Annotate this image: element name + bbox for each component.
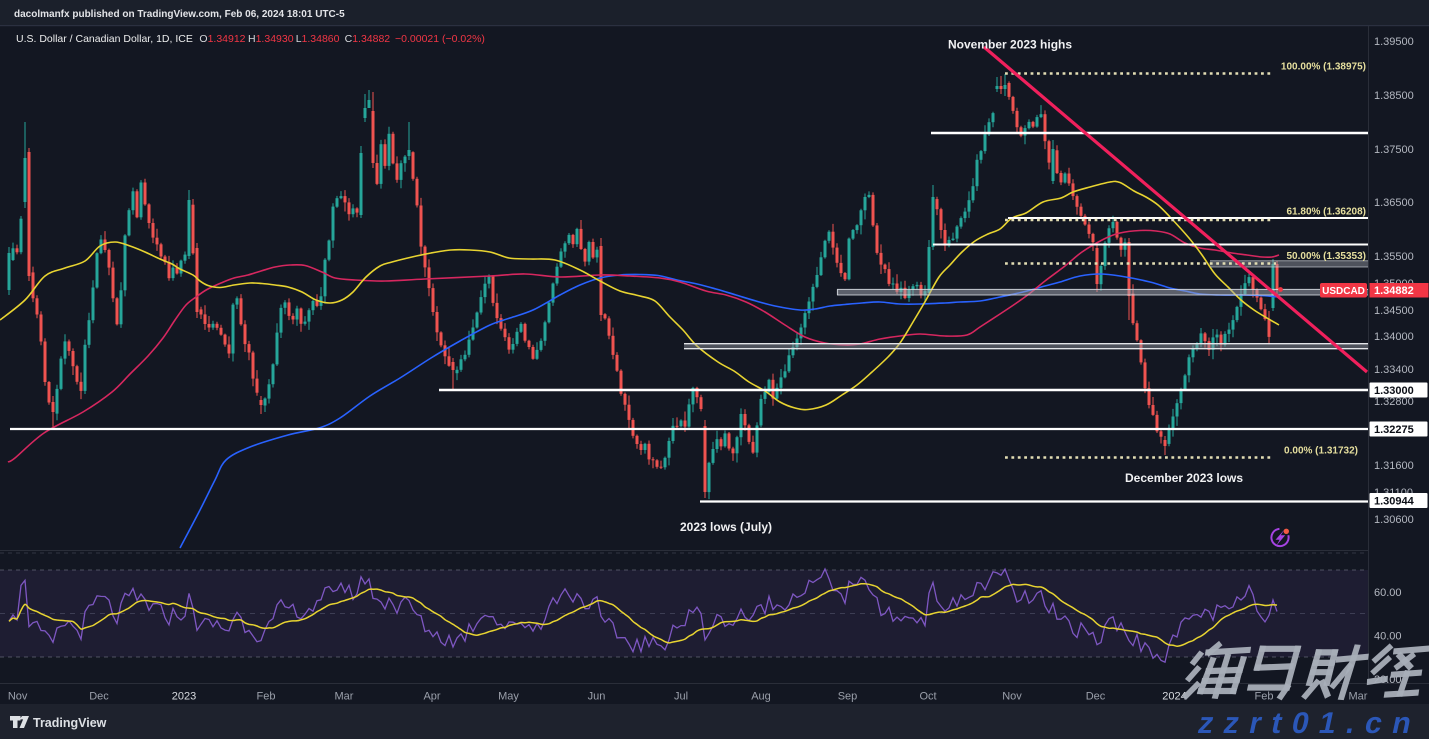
svg-text:1.34000: 1.34000	[1374, 331, 1414, 343]
svg-text:dacolmanfx published on Tradin: dacolmanfx published on TradingView.com,…	[14, 9, 345, 20]
svg-text:1.33400: 1.33400	[1374, 364, 1414, 376]
svg-text:1.34882: 1.34882	[1374, 285, 1414, 297]
svg-text:1.32275: 1.32275	[1374, 424, 1414, 436]
svg-text:1.34500: 1.34500	[1374, 305, 1414, 317]
svg-text:November 2023 highs: November 2023 highs	[948, 38, 1072, 52]
svg-text:Sep: Sep	[838, 691, 858, 703]
svg-text:Mar: Mar	[335, 691, 354, 703]
svg-text:1.35500: 1.35500	[1374, 251, 1414, 263]
svg-text:1.30944: 1.30944	[1374, 496, 1415, 508]
svg-text:60.00: 60.00	[1374, 587, 1402, 599]
svg-text:1.38500: 1.38500	[1374, 90, 1414, 102]
svg-text:Oct: Oct	[919, 691, 936, 703]
svg-text:1.36500: 1.36500	[1374, 197, 1414, 209]
svg-text:−0.00021 (−0.02%): −0.00021 (−0.02%)	[395, 33, 485, 45]
svg-text:50.00% (1.35353): 50.00% (1.35353)	[1286, 251, 1366, 262]
svg-text:USDCAD: USDCAD	[1322, 286, 1365, 297]
svg-text:Feb: Feb	[257, 691, 276, 703]
svg-text:1.31600: 1.31600	[1374, 460, 1414, 472]
svg-text:May: May	[498, 691, 519, 703]
svg-text:December 2023 lows: December 2023 lows	[1125, 471, 1243, 485]
svg-text:Aug: Aug	[751, 691, 771, 703]
svg-text:L1.34860: L1.34860	[296, 33, 340, 45]
svg-text:0.00% (1.31732): 0.00% (1.31732)	[1284, 446, 1358, 457]
svg-text:2024: 2024	[1162, 691, 1186, 703]
svg-text:U.S. Dollar / Canadian Dollar,: U.S. Dollar / Canadian Dollar, 1D, ICE	[16, 33, 193, 45]
svg-text:1.32800: 1.32800	[1374, 396, 1414, 408]
svg-text:2023 lows (July): 2023 lows (July)	[680, 520, 772, 534]
svg-text:1.37500: 1.37500	[1374, 144, 1414, 156]
svg-text:TradingView: TradingView	[33, 716, 107, 730]
svg-text:40.00: 40.00	[1374, 631, 1402, 643]
svg-text:61.80% (1.36208): 61.80% (1.36208)	[1286, 207, 1366, 218]
svg-text:C1.34882: C1.34882	[345, 33, 391, 45]
svg-text:1.33000: 1.33000	[1374, 385, 1414, 397]
svg-text:Nov: Nov	[8, 691, 28, 703]
svg-text:Jun: Jun	[588, 691, 606, 703]
svg-text:H1.34930: H1.34930	[248, 33, 294, 45]
svg-text:Dec: Dec	[89, 691, 109, 703]
svg-text:Jul: Jul	[674, 691, 688, 703]
svg-text:Mar: Mar	[1349, 691, 1368, 703]
svg-text:Apr: Apr	[423, 691, 440, 703]
svg-text:100.00% (1.38975): 100.00% (1.38975)	[1281, 62, 1366, 73]
svg-text:1.30600: 1.30600	[1374, 514, 1414, 526]
svg-text:O1.34912: O1.34912	[199, 33, 245, 45]
svg-text:2023: 2023	[172, 691, 196, 703]
svg-text:zzrt01.cn: zzrt01.cn	[1195, 707, 1425, 739]
svg-text:1.39500: 1.39500	[1374, 36, 1414, 48]
svg-text:Dec: Dec	[1086, 691, 1106, 703]
svg-text:Nov: Nov	[1002, 691, 1022, 703]
svg-text:Feb: Feb	[1255, 691, 1274, 703]
